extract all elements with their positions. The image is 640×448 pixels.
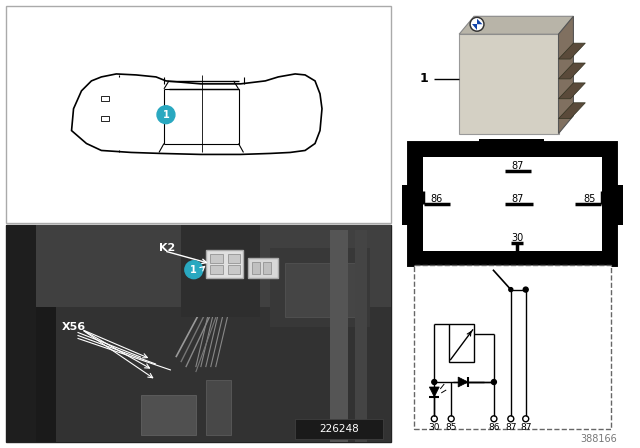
Bar [6,225,36,442]
Bar [270,248,370,327]
Bar [330,230,348,442]
Polygon shape [559,16,573,134]
Polygon shape [72,74,322,155]
Circle shape [492,379,497,384]
Bar [6,6,390,223]
Bar [355,230,367,442]
Bar [6,225,390,307]
Circle shape [524,287,528,292]
Polygon shape [477,19,483,24]
Bar [263,262,271,274]
Bar [205,380,230,435]
Bar [228,265,241,274]
Bar [56,225,390,442]
Polygon shape [559,63,586,79]
Bar [6,225,56,442]
Bar [415,265,611,429]
Bar [228,254,241,263]
Bar [101,116,109,121]
Bar [423,157,602,251]
Polygon shape [459,16,573,34]
Circle shape [185,261,203,279]
Circle shape [432,379,436,384]
Text: 87: 87 [511,161,524,171]
Text: 1: 1 [163,110,170,120]
Text: 1: 1 [191,265,197,275]
Bar [285,263,355,318]
Polygon shape [459,34,559,134]
Polygon shape [559,83,586,99]
Polygon shape [472,24,477,30]
Text: 85: 85 [583,194,595,204]
Polygon shape [559,43,586,59]
Text: 388166: 388166 [580,434,616,444]
Text: 85: 85 [445,423,457,432]
Bar [449,324,474,362]
Text: 87: 87 [505,423,516,432]
Text: X56: X56 [61,323,86,332]
Circle shape [470,17,484,31]
Text: 87: 87 [520,423,531,432]
Text: 226248: 226248 [319,424,359,434]
Circle shape [509,288,513,292]
Bar [210,265,223,274]
Text: 87: 87 [511,194,524,204]
Bar [295,419,383,439]
Bar [252,262,260,274]
Bar [609,185,623,225]
Bar [479,138,543,151]
Bar [210,254,223,263]
Text: 86: 86 [488,423,500,432]
Bar [181,225,260,318]
Bar [403,185,417,225]
Bar [101,96,109,101]
Bar [6,225,390,442]
Circle shape [472,19,483,30]
Text: 30: 30 [429,423,440,432]
Polygon shape [559,103,586,119]
Bar [205,250,243,278]
Text: 1: 1 [420,73,429,86]
Bar [248,258,278,278]
Polygon shape [458,377,468,387]
Bar [415,148,611,260]
Text: 86: 86 [430,194,442,204]
Circle shape [157,106,175,124]
Text: 30: 30 [511,233,524,243]
Bar [141,395,196,435]
Text: K2: K2 [159,243,175,253]
Polygon shape [429,387,439,397]
